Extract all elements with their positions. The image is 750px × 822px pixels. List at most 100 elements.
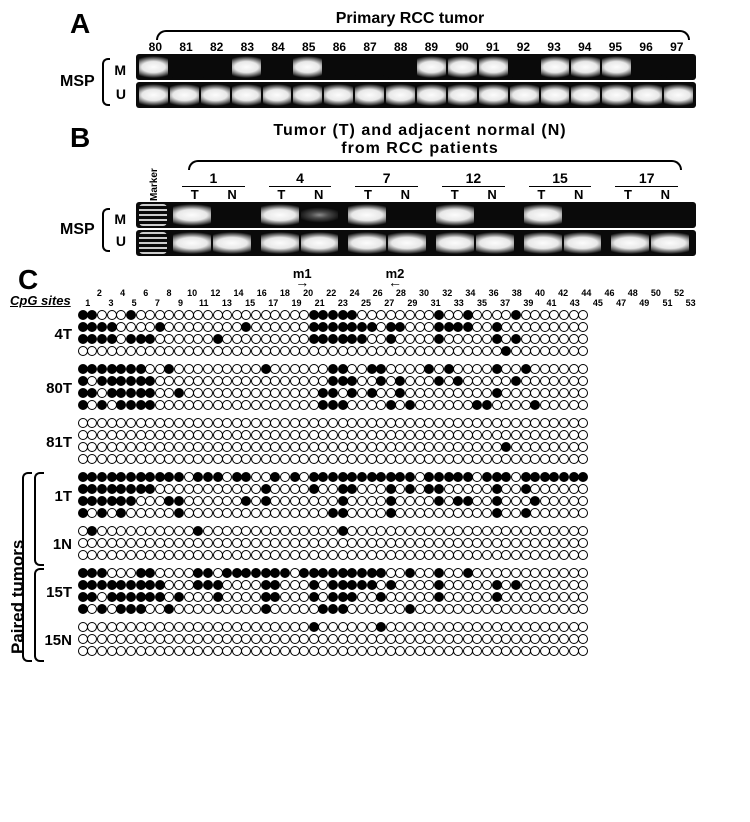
- cpg-dot: [569, 646, 579, 656]
- cpg-dot: [251, 454, 261, 464]
- cpg-dot: [405, 364, 415, 374]
- cpg-site-num: 39: [523, 298, 535, 308]
- cpg-dot: [415, 550, 425, 560]
- cpg-site-num: 50: [650, 288, 662, 298]
- cpg-dot: [347, 646, 357, 656]
- cpg-dot: [241, 334, 251, 344]
- cpg-dot: [453, 388, 463, 398]
- cpg-dot: [309, 604, 319, 614]
- cpg-dot: [222, 496, 232, 506]
- cpg-dot: [232, 418, 242, 428]
- cpg-dot: [261, 646, 271, 656]
- cpg-dot: [155, 526, 165, 536]
- cpg-dot: [578, 622, 588, 632]
- cpg-site-num: [581, 298, 593, 308]
- cpg-dot: [318, 430, 328, 440]
- cpg-dot: [164, 646, 174, 656]
- cpg-site-num: [639, 288, 651, 298]
- cpg-dot: [290, 592, 300, 602]
- cpg-dot: [232, 568, 242, 578]
- cpg-dot: [145, 322, 155, 332]
- cpg-dot: [107, 418, 117, 428]
- cpg-dot: [232, 508, 242, 518]
- cpg-dot: [261, 634, 271, 644]
- cpg-dot: [405, 580, 415, 590]
- cpg-dot: [299, 418, 309, 428]
- cpg-dot: [559, 310, 569, 320]
- cpg-dot: [318, 550, 328, 560]
- cpg-dot: [338, 550, 348, 560]
- cpg-dot: [386, 310, 396, 320]
- tn-label: N: [213, 187, 250, 202]
- cpg-dot: [203, 400, 213, 410]
- cpg-dot: [136, 334, 146, 344]
- cpg-dot: [549, 322, 559, 332]
- cpg-dot: [578, 418, 588, 428]
- cpg-dot: [395, 334, 405, 344]
- cpg-dot: [463, 508, 473, 518]
- cpg-dot: [280, 550, 290, 560]
- cpg-dot: [232, 646, 242, 656]
- gel-band: [611, 204, 649, 226]
- cpg-dot: [87, 496, 97, 506]
- cpg-dot: [145, 604, 155, 614]
- cpg-dot: [309, 634, 319, 644]
- cpg-dot: [367, 388, 377, 398]
- cpg-dot: [434, 364, 444, 374]
- cpg-dot: [386, 442, 396, 452]
- cpg-dot: [482, 592, 492, 602]
- tn-label: T: [176, 187, 213, 202]
- cpg-dot: [347, 388, 357, 398]
- cpg-dot: [184, 376, 194, 386]
- panel-c-label: C: [18, 264, 38, 296]
- gel-band: [386, 56, 415, 78]
- cpg-dot: [405, 442, 415, 452]
- cpg-dot: [213, 484, 223, 494]
- cpg-dot: [530, 592, 540, 602]
- cpg-dot: [501, 538, 511, 548]
- cpg-dot: [126, 388, 136, 398]
- cpg-dot: [116, 568, 126, 578]
- cpg-dot: [501, 508, 511, 518]
- cpg-dot: [482, 400, 492, 410]
- cpg-dot: [424, 634, 434, 644]
- cpg-dot: [107, 400, 117, 410]
- cpg-dot: [87, 484, 97, 494]
- cpg-dot: [492, 646, 502, 656]
- cpg-dot: [126, 400, 136, 410]
- cpg-dot: [309, 550, 319, 560]
- cpg-dot: [549, 334, 559, 344]
- cpg-dot: [463, 430, 473, 440]
- cpg-dot: [549, 310, 559, 320]
- cpg-dot: [569, 334, 579, 344]
- cpg-dot: [241, 310, 251, 320]
- cpg-dot: [145, 430, 155, 440]
- cpg-dot: [116, 550, 126, 560]
- cpg-dot: [193, 550, 203, 560]
- cpg-dot: [184, 418, 194, 428]
- cpg-dot: [472, 364, 482, 374]
- cpg-dot: [203, 430, 213, 440]
- cpg-site-num: [569, 288, 581, 298]
- gel-band: [633, 56, 662, 78]
- cpg-dot: [251, 346, 261, 356]
- cpg-dot: [511, 508, 521, 518]
- cpg-dot: [222, 322, 232, 332]
- cpg-dot: [164, 508, 174, 518]
- cpg-dot: [501, 310, 511, 320]
- cpg-dot: [453, 538, 463, 548]
- cpg-dot: [386, 568, 396, 578]
- cpg-dot: [569, 592, 579, 602]
- cpg-dot: [357, 526, 367, 536]
- cpg-dot: [540, 472, 550, 482]
- cpg-dot: [549, 550, 559, 560]
- gel-band: [301, 232, 339, 254]
- cpg-dot: [367, 364, 377, 374]
- cpg-dot: [549, 622, 559, 632]
- cpg-dot: [511, 322, 521, 332]
- cpg-dot: [347, 346, 357, 356]
- cpg-dot: [241, 634, 251, 644]
- cpg-dot: [338, 634, 348, 644]
- cpg-dot: [347, 592, 357, 602]
- cpg-dot: [549, 430, 559, 440]
